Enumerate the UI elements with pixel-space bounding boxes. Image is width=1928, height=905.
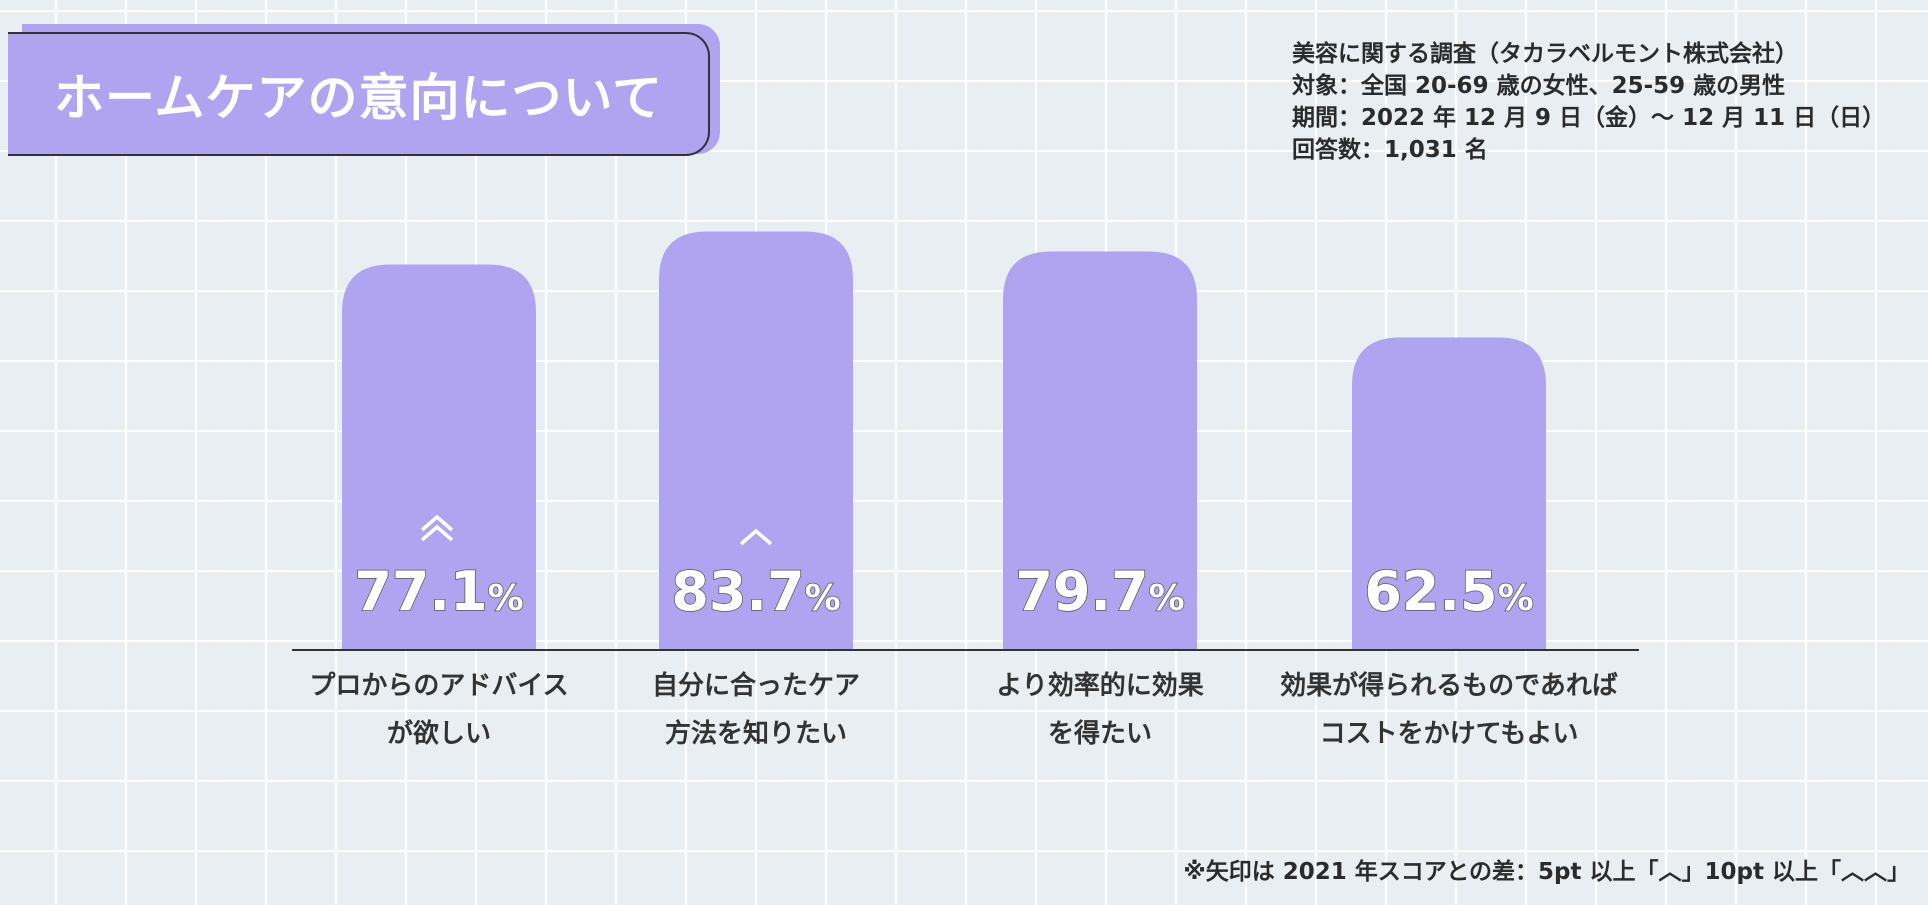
data-label-unit: %: [488, 578, 524, 619]
data-label-value: 77.1: [354, 560, 487, 623]
data-label-unit: %: [1149, 578, 1185, 619]
data-label: 83.7%: [671, 560, 840, 623]
double-up-arrow-icon: [420, 514, 454, 532]
page-title: ホームケアの意向について: [54, 69, 663, 127]
survey-info: 美容に関する調査（タカラベルモント株式会社） 対象：全国 20-69 歳の女性、…: [1292, 38, 1885, 166]
category-label: 効果が得られるものであれば: [1280, 670, 1618, 701]
data-label: 79.7%: [1015, 560, 1184, 623]
data-label-unit: %: [1498, 578, 1534, 619]
bar: [342, 264, 536, 650]
category-label: より効率的に効果: [996, 670, 1203, 701]
category-label: 自分に合ったケア: [652, 670, 860, 701]
category-label: コストをかけてもよい: [1320, 719, 1579, 749]
survey-info-line: 期間：2022 年 12 月 9 日（金）〜 12 月 11 日（日）: [1292, 105, 1886, 131]
double-up-arrow-icon-lower: [420, 524, 454, 542]
title-box: ホームケアの意向について: [8, 32, 710, 156]
title-banner: ホームケアの意向について: [8, 24, 720, 164]
category-label: 方法を知りたい: [665, 718, 847, 749]
footnote: ※矢印は 2021 年スコアとの差：5pt 以上「︿」10pt 以上「︿︿」: [1183, 859, 1910, 885]
data-label-value: 79.7: [1015, 560, 1148, 623]
data-label-unit: %: [805, 578, 841, 619]
category-label: プロからのアドバイス: [309, 671, 568, 701]
survey-info-line: 美容に関する調査（タカラベルモント株式会社）: [1292, 41, 1798, 67]
data-label-value: 83.7: [671, 560, 804, 623]
data-label-value: 62.5: [1364, 560, 1497, 623]
survey-info-line: 対象：全国 20-69 歳の女性、25-59 歳の男性: [1292, 73, 1786, 99]
category-label: が欲しい: [387, 718, 491, 749]
data-label: 77.1%: [354, 560, 523, 623]
survey-info-line: 回答数：1,031 名: [1292, 137, 1488, 163]
bar: [1003, 251, 1197, 650]
data-label: 62.5%: [1364, 560, 1533, 623]
bar: [659, 231, 853, 650]
bar: [1352, 337, 1546, 650]
category-label: を得たい: [1048, 719, 1152, 749]
up-arrow-icon: [739, 528, 773, 546]
